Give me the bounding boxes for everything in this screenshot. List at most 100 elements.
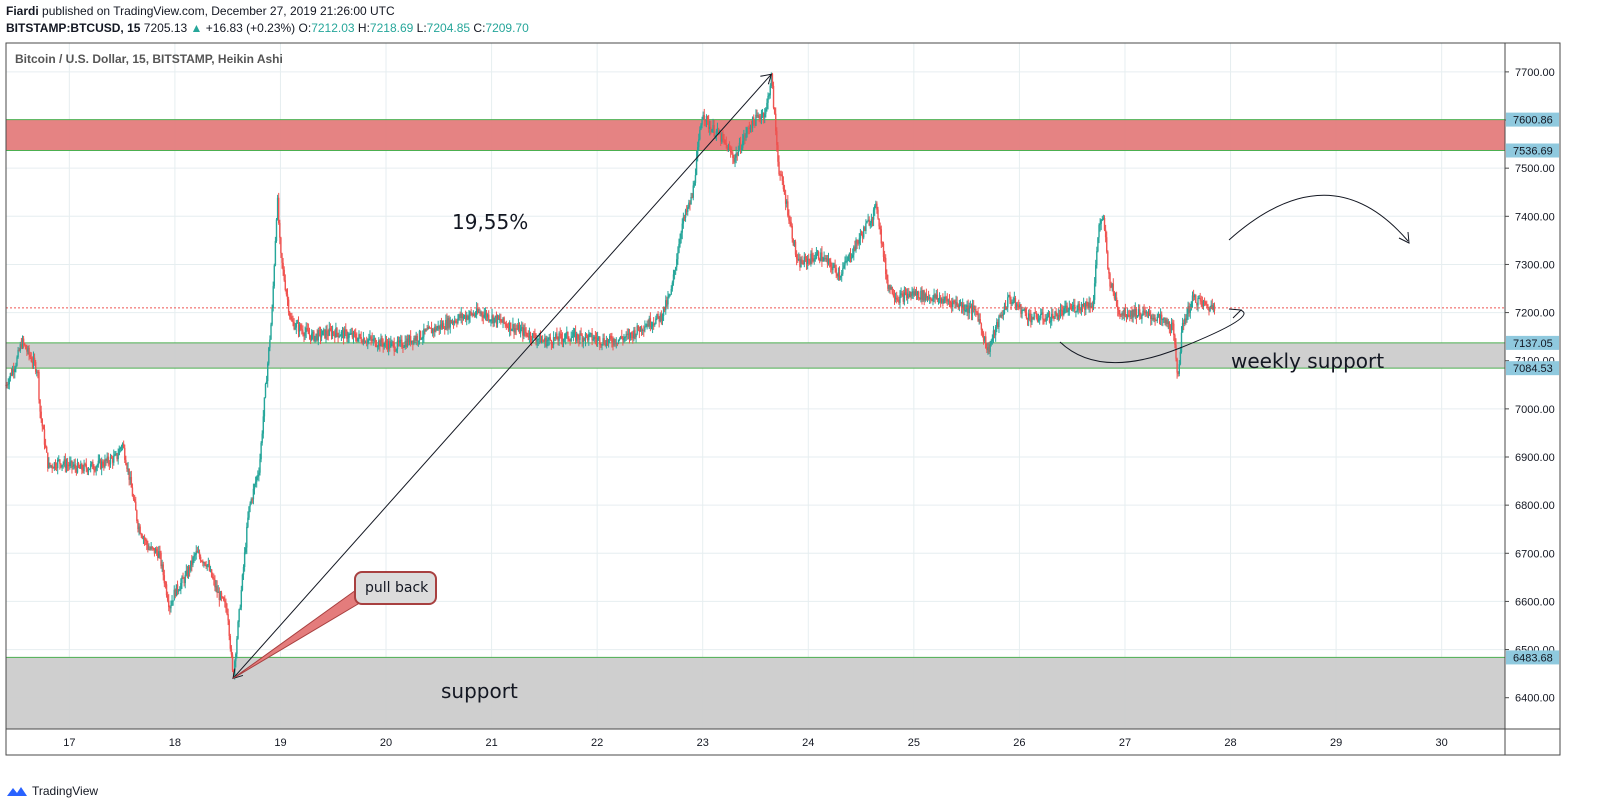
candle-body [438, 325, 440, 330]
candle-body [1008, 295, 1010, 298]
candle-body [61, 465, 63, 467]
candle-body [368, 339, 370, 341]
candle-body [854, 246, 856, 251]
candle-body [1102, 217, 1105, 220]
candle-body [910, 291, 912, 296]
candle-body [505, 323, 508, 327]
candle-body [170, 605, 172, 609]
candle-body [362, 338, 365, 344]
candle-body [1186, 313, 1188, 321]
x-tick-label: 27 [1119, 737, 1131, 749]
candle-body [111, 458, 114, 463]
candle-body [186, 570, 189, 577]
candle-body [610, 335, 612, 339]
candle-body [559, 333, 561, 335]
candle-body [614, 339, 616, 344]
candle-body [492, 315, 494, 324]
footer-brand[interactable]: TradingView [6, 784, 98, 798]
candle-body [341, 330, 344, 332]
candle-body [54, 462, 57, 468]
candle-body [1206, 304, 1208, 306]
candle-body [468, 316, 470, 320]
candle-body [489, 320, 491, 322]
x-tick-label: 19 [274, 737, 286, 749]
brand-name: TradingView [32, 784, 99, 798]
candle-body [742, 140, 744, 148]
candle-body [466, 315, 468, 320]
candle-body [96, 465, 98, 467]
candle-body [354, 333, 357, 339]
candle-body [464, 315, 467, 320]
candle-body [217, 591, 219, 593]
candle-body [209, 569, 212, 571]
candle-body [1070, 308, 1073, 310]
candle-body [1043, 319, 1045, 321]
candle-body [436, 327, 438, 331]
candle-body [141, 535, 144, 539]
candle-body [1109, 273, 1111, 287]
candle-body [1195, 295, 1197, 303]
candle-body [762, 113, 765, 118]
candle-body [967, 305, 969, 314]
candle-body [733, 157, 735, 162]
candle-body [74, 464, 76, 469]
candle-body [1011, 302, 1013, 304]
candle-body [147, 544, 149, 550]
candle-body [647, 324, 649, 327]
candle-body [849, 253, 852, 259]
candle-body [668, 295, 670, 298]
price-tag-label: 7600.86 [1513, 115, 1553, 127]
rebound-curve [1059, 309, 1245, 364]
candle-body [771, 73, 774, 86]
candle-body [463, 315, 466, 317]
candle-body [120, 446, 123, 448]
candle-body [734, 157, 736, 162]
candle-body [241, 574, 244, 591]
candle-body [7, 384, 9, 386]
open-value: 7212.03 [311, 21, 355, 35]
candle-body [704, 119, 707, 122]
candle-body [682, 217, 685, 224]
candle-body [799, 258, 801, 268]
weekly-support-label: weekly support [1231, 349, 1384, 373]
candle-body [193, 555, 195, 558]
candle-body [267, 363, 269, 382]
candle-body [618, 338, 621, 340]
candle-body [992, 330, 995, 338]
candle-body [450, 320, 453, 324]
candle-body [895, 297, 898, 300]
candle-body [304, 332, 306, 337]
y-tick-label: 6400.00 [1515, 693, 1555, 705]
candle-body [853, 246, 855, 255]
candle-body [223, 597, 225, 601]
candle-body [842, 268, 844, 274]
candle-body [494, 315, 497, 318]
candle-body [911, 293, 913, 296]
candle-body [880, 229, 882, 244]
candle-body [773, 107, 776, 114]
candle-body [516, 328, 519, 330]
candle-body [390, 342, 392, 348]
candle-body [1175, 344, 1177, 359]
candle-body [567, 332, 569, 340]
candle-body [453, 320, 456, 323]
candle-body [449, 320, 451, 328]
candle-body [521, 327, 523, 329]
candle-body [371, 338, 373, 342]
candle-body [442, 323, 445, 329]
candle-body [403, 346, 405, 348]
candle-body [95, 466, 97, 471]
candle-body [127, 468, 129, 470]
candle-body [236, 638, 238, 654]
candle-body [584, 333, 587, 341]
candle-body [1196, 302, 1198, 306]
candle-body [601, 344, 603, 346]
candle-body [469, 312, 471, 317]
grid [6, 43, 1505, 729]
candle-body [220, 592, 223, 597]
candle-body [1150, 315, 1152, 319]
candle-body [1163, 317, 1165, 319]
candle-body [1185, 318, 1187, 321]
candle-body [1119, 314, 1121, 316]
